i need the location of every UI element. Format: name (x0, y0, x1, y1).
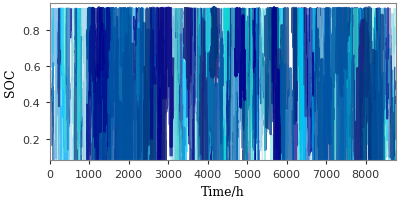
X-axis label: Time/h: Time/h (201, 185, 244, 198)
Y-axis label: SOC: SOC (4, 68, 17, 97)
